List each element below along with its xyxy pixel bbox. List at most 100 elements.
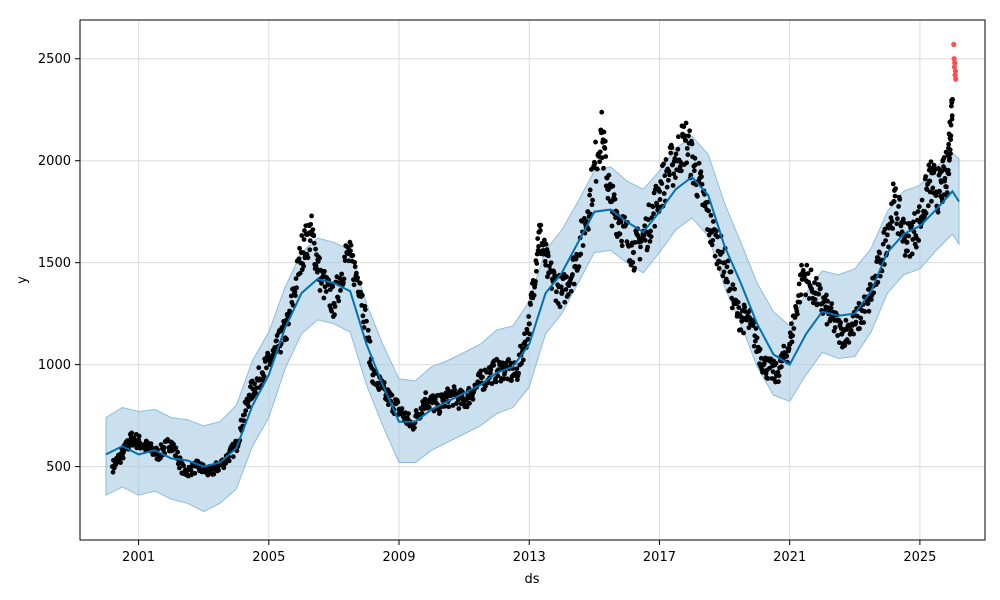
- observed-point: [880, 241, 886, 247]
- observed-point: [301, 237, 307, 242]
- observed-point: [558, 284, 564, 290]
- observed-point: [437, 409, 443, 415]
- observed-point: [811, 290, 817, 296]
- observed-point: [657, 197, 663, 202]
- observed-point: [683, 120, 689, 126]
- observed-point: [519, 361, 524, 366]
- observed-point: [456, 406, 462, 411]
- observed-point: [753, 326, 759, 331]
- observed-point: [506, 357, 511, 362]
- observed-point: [710, 219, 716, 224]
- observed-point: [913, 244, 919, 250]
- observed-point: [829, 301, 835, 307]
- observed-point: [297, 270, 303, 276]
- observed-point: [758, 355, 764, 361]
- observed-point: [364, 318, 369, 324]
- x-axis-ticks: 2001 2005 2009 2013 2017 2021 2025: [122, 540, 936, 565]
- observed-point: [264, 365, 269, 371]
- observed-point: [828, 305, 834, 311]
- observed-point: [949, 113, 955, 119]
- observed-point: [835, 333, 841, 338]
- observed-point: [322, 269, 327, 274]
- observed-point: [684, 145, 690, 151]
- observed-point: [359, 292, 365, 298]
- observed-point: [698, 169, 704, 175]
- observed-point: [336, 298, 342, 304]
- observed-point: [593, 179, 599, 184]
- observed-point: [720, 260, 726, 266]
- observed-point: [790, 333, 796, 339]
- observed-point: [602, 145, 608, 151]
- observed-point: [675, 146, 681, 152]
- observed-point: [110, 469, 116, 475]
- observed-point: [294, 285, 300, 291]
- observed-point: [361, 325, 367, 330]
- observed-point: [554, 289, 559, 295]
- outlier-point: [951, 41, 957, 48]
- observed-point: [741, 330, 746, 336]
- observed-point: [751, 320, 756, 326]
- observed-point: [293, 276, 299, 282]
- observed-point: [354, 270, 359, 276]
- observed-point: [568, 288, 574, 294]
- observed-point: [947, 155, 952, 161]
- observed-point: [206, 471, 211, 477]
- observed-point: [269, 352, 275, 358]
- observed-point: [707, 227, 713, 233]
- observed-point: [915, 209, 921, 214]
- observed-point: [491, 362, 497, 368]
- observed-point: [893, 186, 899, 192]
- observed-point: [923, 174, 929, 179]
- observed-point: [515, 377, 520, 383]
- observed-point: [152, 451, 158, 457]
- observed-point: [797, 299, 803, 305]
- observed-point: [301, 263, 306, 269]
- observed-point: [426, 404, 432, 410]
- observed-point: [808, 267, 814, 273]
- observed-point: [292, 289, 298, 295]
- observed-point: [562, 299, 568, 305]
- observed-point: [148, 441, 154, 447]
- observed-point: [730, 282, 736, 288]
- observed-point: [310, 227, 316, 233]
- observed-point: [537, 228, 543, 233]
- observed-point: [789, 321, 794, 327]
- observed-point: [311, 233, 317, 239]
- observed-point: [136, 433, 142, 439]
- observed-point: [412, 425, 417, 431]
- observed-point: [805, 271, 811, 276]
- observed-point: [935, 209, 941, 215]
- observed-point: [888, 215, 894, 221]
- observed-point: [919, 197, 925, 203]
- observed-point: [619, 238, 624, 244]
- observed-point: [602, 138, 608, 144]
- observed-point: [536, 244, 541, 249]
- observed-point: [854, 313, 860, 319]
- observed-point: [676, 134, 681, 140]
- x-axis-title: ds: [524, 572, 539, 587]
- observed-point: [781, 343, 787, 349]
- observed-point: [776, 379, 781, 385]
- observed-point: [533, 268, 539, 274]
- observed-point: [599, 109, 605, 115]
- observed-point: [211, 471, 217, 477]
- observed-point: [319, 280, 324, 286]
- observed-point: [355, 275, 360, 281]
- observed-point: [470, 396, 476, 402]
- observed-point: [799, 262, 804, 268]
- observed-point: [652, 223, 658, 229]
- observed-point: [792, 315, 798, 320]
- observed-point: [910, 237, 916, 242]
- observed-point: [567, 280, 573, 286]
- observed-point: [724, 264, 730, 270]
- observed-point: [367, 338, 373, 344]
- outlier-point: [952, 68, 958, 74]
- observed-point: [317, 255, 322, 261]
- observed-point: [593, 139, 598, 145]
- observed-point: [710, 237, 716, 243]
- observed-point: [886, 244, 891, 250]
- observed-point: [609, 223, 615, 229]
- observed-point: [901, 220, 907, 225]
- observed-point: [243, 408, 249, 414]
- observed-point: [648, 228, 653, 234]
